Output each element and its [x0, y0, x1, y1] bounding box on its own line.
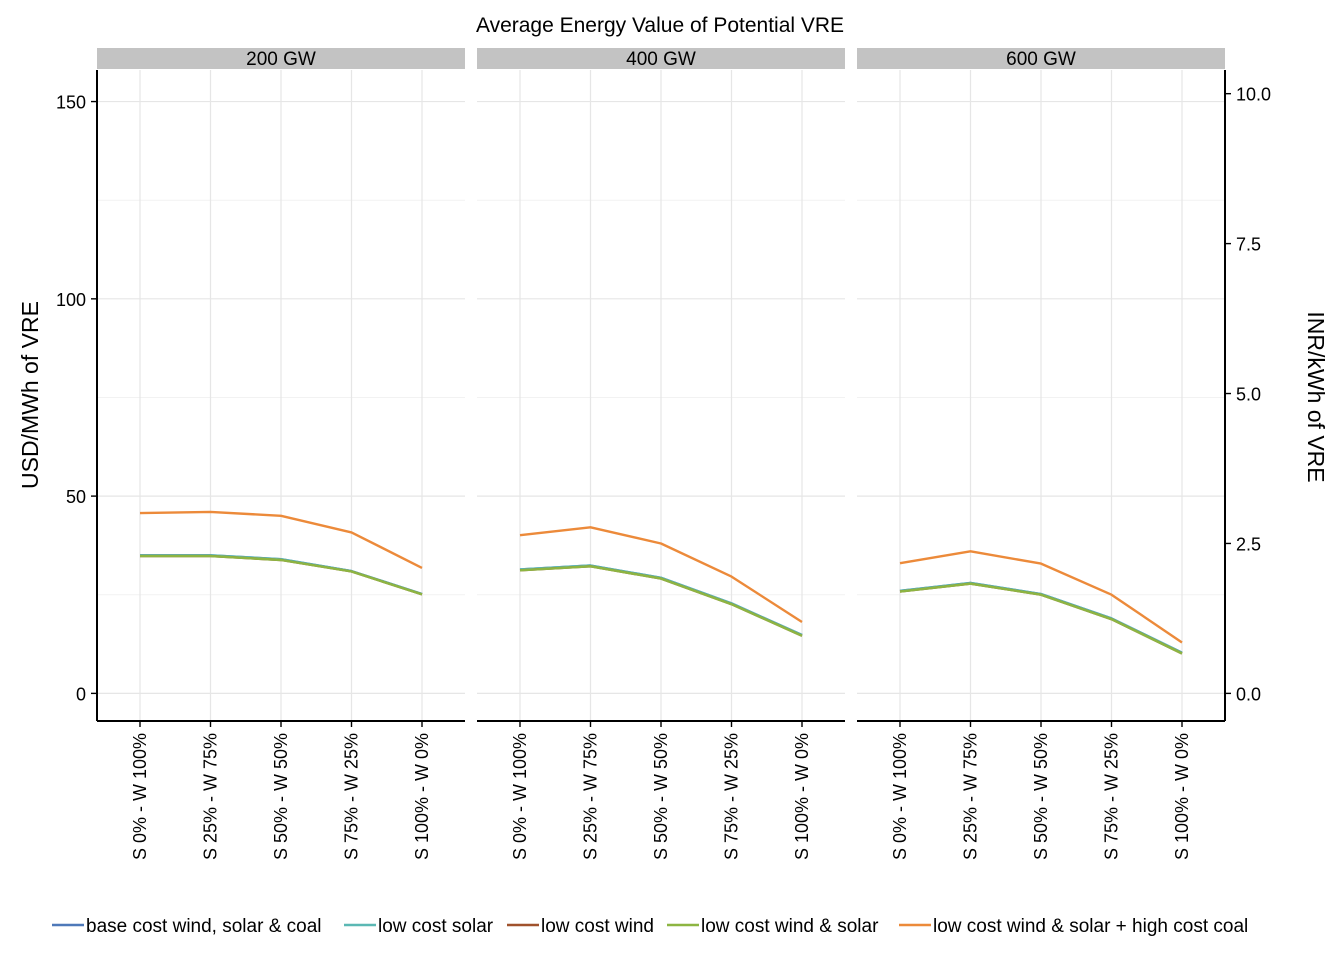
- x-tick-label: S 25% - W 75%: [581, 733, 601, 860]
- legend-label: low cost wind & solar: [701, 916, 879, 937]
- chart-title: Average Energy Value of Potential VRE: [476, 14, 844, 37]
- series-line: [519, 565, 803, 637]
- legend-item: low cost wind & solar: [667, 916, 879, 937]
- legend: base cost wind, solar & coal low cost sol…: [52, 916, 1248, 937]
- axes: 0 50 100 150 0.0 2.5 5.0 7.5 10.0: [56, 70, 1271, 721]
- x-tick-label: S 100% - W 0%: [1172, 733, 1192, 860]
- series-line: [899, 550, 1183, 644]
- panel-strip: [97, 48, 465, 69]
- series-line: [140, 554, 423, 596]
- x-tick-label: S 75% - W 25%: [1102, 733, 1122, 860]
- panel-strip-label: 400 GW: [626, 49, 696, 70]
- x-tick-label: S 25% - W 75%: [201, 733, 221, 860]
- y-tick-label-left: 50: [66, 487, 86, 507]
- x-tick-label: S 100% - W 0%: [412, 733, 432, 860]
- legend-item: low cost solar: [344, 916, 494, 937]
- legend-label: low cost wind & solar + high cost coal: [933, 916, 1248, 937]
- legend-item: base cost wind, solar & coal: [52, 916, 322, 937]
- y-axis-label-left: USD/MWh of VRE: [17, 301, 43, 489]
- y-tick-label-left: 0: [76, 684, 86, 704]
- panel-400-gw: 400 GW S 0% - W 100% S 25% - W 75% S 50% - …: [477, 48, 845, 860]
- x-tick-label: S 50% - W 50%: [271, 733, 291, 860]
- panel-strip: [477, 48, 845, 69]
- panels: 200 GW S 0% - W 100% S 25% - W 75% S 50% - …: [97, 48, 1225, 860]
- x-tick-label: S 25% - W 75%: [961, 733, 981, 860]
- x-tick-label: S 50% - W 50%: [651, 733, 671, 860]
- y-tick-label-right: 10.0: [1236, 85, 1271, 105]
- y-tick-label-right: 5.0: [1236, 385, 1261, 405]
- x-tick-label: S 0% - W 100%: [510, 733, 530, 860]
- legend-label: base cost wind, solar & coal: [86, 916, 322, 937]
- y-tick-label-left: 100: [56, 290, 86, 310]
- x-tick-label: S 75% - W 25%: [342, 733, 362, 860]
- legend-item: low cost wind & solar + high cost coal: [899, 916, 1248, 937]
- x-tick-label: S 100% - W 0%: [792, 733, 812, 860]
- legend-item: low cost wind: [507, 916, 654, 937]
- panel-200-gw: 200 GW S 0% - W 100% S 25% - W 75% S 50% - …: [97, 48, 465, 860]
- legend-label: low cost solar: [378, 916, 494, 937]
- y-tick-label-right: 7.5: [1236, 235, 1261, 255]
- panel-strip-label: 200 GW: [246, 49, 316, 70]
- series-line: [899, 582, 1183, 655]
- y-tick-label-right: 0.0: [1236, 684, 1261, 704]
- x-tick-label: S 0% - W 100%: [890, 733, 910, 860]
- y-tick-label-left: 150: [56, 93, 86, 113]
- y-tick-label-right: 2.5: [1236, 534, 1261, 554]
- y-axis-label-right: INR/kWh of VRE: [1303, 311, 1329, 482]
- x-tick-label: S 0% - W 100%: [130, 733, 150, 860]
- panel-600-gw: 600 GW S 0% - W 100% S 25% - W 75% S 50% - …: [857, 48, 1225, 860]
- legend-label: low cost wind: [541, 916, 654, 937]
- x-tick-label: S 75% - W 25%: [722, 733, 742, 860]
- series-line: [139, 510, 423, 569]
- series-line: [519, 526, 803, 624]
- x-tick-label: S 50% - W 50%: [1031, 733, 1051, 860]
- panel-strip-label: 600 GW: [1006, 49, 1076, 70]
- panel-strip: [857, 48, 1225, 69]
